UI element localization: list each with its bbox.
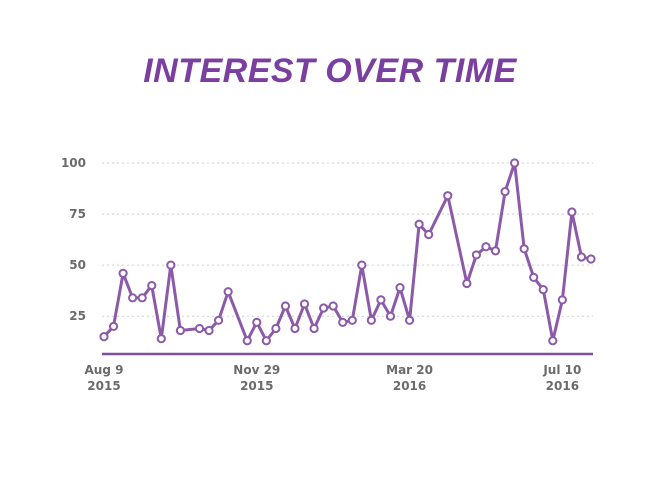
chart-title: INTEREST OVER TIME [143,52,517,90]
data-point [414,219,424,229]
data-point [548,336,558,346]
x-tick-label-year: 2015 [240,379,273,393]
data-point [529,272,539,282]
data-point [500,186,510,197]
data-point [213,315,224,325]
x-tick-label-year: 2015 [87,379,120,393]
data-point [424,229,434,240]
x-tick-label-year: 2016 [393,379,426,393]
data-point [519,244,529,254]
data-point [471,250,482,260]
data-point [338,317,348,327]
data-point [108,321,119,332]
data-point [147,280,157,291]
data-point [586,254,596,264]
data-point [557,295,567,305]
data-point [309,323,319,334]
data-point [385,311,396,321]
data-point [510,158,520,168]
y-tick-label: 75 [69,207,86,221]
data-point [175,325,185,336]
data-point [490,246,501,256]
data-point [404,315,415,325]
data-point [299,299,310,309]
data-point [567,207,577,217]
y-tick-label: 50 [69,258,86,272]
data-point [99,332,109,342]
data-point [137,293,147,303]
data-point [366,315,376,325]
data-point [576,252,587,262]
data-point [271,323,281,334]
data-point [118,268,128,278]
x-tick-label: Nov 29 [233,363,280,377]
data-point [242,336,252,346]
x-tick-label: Mar 20 [386,363,433,377]
data-point [347,315,357,325]
data-point [462,278,472,289]
series-line [102,161,593,343]
x-tick-label-year: 2016 [546,379,579,393]
data-point [481,242,491,252]
data-point [261,336,271,346]
y-tick-label: 25 [69,309,86,323]
data-point [204,325,214,336]
data-point [395,283,405,293]
y-tick-label: 100 [61,156,86,170]
data-point [280,301,291,311]
data-point [443,191,453,201]
x-tick-label: Aug 9 [85,363,124,377]
data-point [252,317,262,327]
data-point [156,334,166,344]
data-point [128,293,138,303]
data-point [166,260,176,270]
data-point [194,323,205,334]
data-point [357,260,367,270]
data-point [319,303,329,313]
data-point [538,285,548,295]
data-point [376,295,386,305]
data-point [290,323,300,334]
x-tick-label: Jul 10 [542,363,581,377]
data-point [223,287,233,297]
data-point [328,301,338,311]
